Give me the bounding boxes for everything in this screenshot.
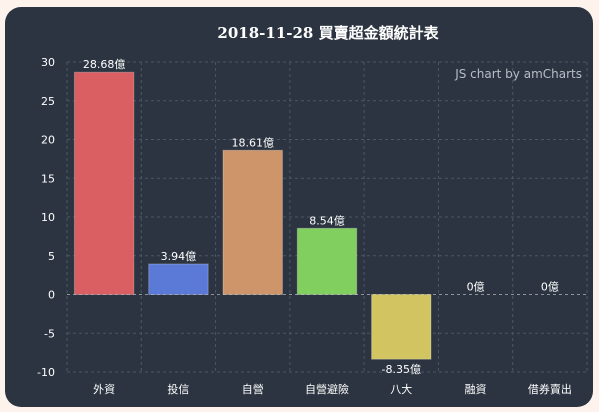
bar-value-label: 18.61億 xyxy=(231,136,274,149)
x-tick-label: 融資 xyxy=(465,383,487,396)
y-tick-label: -5 xyxy=(44,327,55,340)
y-tick-label: -10 xyxy=(37,366,55,379)
bar-value-label: 28.68億 xyxy=(83,58,126,71)
y-tick-label: 0 xyxy=(48,289,55,302)
x-tick-label: 投信 xyxy=(167,382,189,396)
bar-value-label: 8.54億 xyxy=(309,214,345,227)
y-tick-label: 20 xyxy=(41,134,55,147)
x-axis-ticks: 外資 投信 自營 自營避險 八大 融資 借券賣出 xyxy=(93,382,572,396)
y-tick-label: 5 xyxy=(48,250,55,263)
x-tick-label: 借券賣出 xyxy=(528,382,572,396)
bar-value-label: 0億 xyxy=(467,281,485,294)
x-tick-label: 自營避險 xyxy=(305,382,349,396)
amcharts-credit-link[interactable]: JS chart by amCharts xyxy=(454,67,582,81)
bar-value-label: 0億 xyxy=(541,281,559,294)
bar[interactable] xyxy=(371,294,432,360)
bar[interactable] xyxy=(73,71,135,296)
bars xyxy=(73,71,432,360)
y-tick-label: 15 xyxy=(41,172,55,185)
bar[interactable] xyxy=(296,227,358,295)
y-axis-ticks: -10 -5 0 5 10 15 20 25 30 xyxy=(37,56,55,379)
bar-value-label: -8.35億 xyxy=(382,363,421,376)
x-tick-label: 八大 xyxy=(390,382,412,396)
y-tick-label: 30 xyxy=(41,56,55,69)
x-tick-label: 外資 xyxy=(93,383,115,396)
chart-title: 2018-11-28 買賣超金額統計表 xyxy=(217,24,439,42)
y-tick-label: 25 xyxy=(41,95,55,108)
y-tick-label: 10 xyxy=(41,211,55,224)
data-labels: 28.68億 3.94億 18.61億 8.54億 -8.35億 0億 0億 xyxy=(83,58,559,376)
bar[interactable] xyxy=(148,263,209,295)
bar[interactable] xyxy=(222,149,283,295)
bar-value-label: 3.94億 xyxy=(161,250,197,263)
x-tick-label: 自營 xyxy=(242,383,264,396)
